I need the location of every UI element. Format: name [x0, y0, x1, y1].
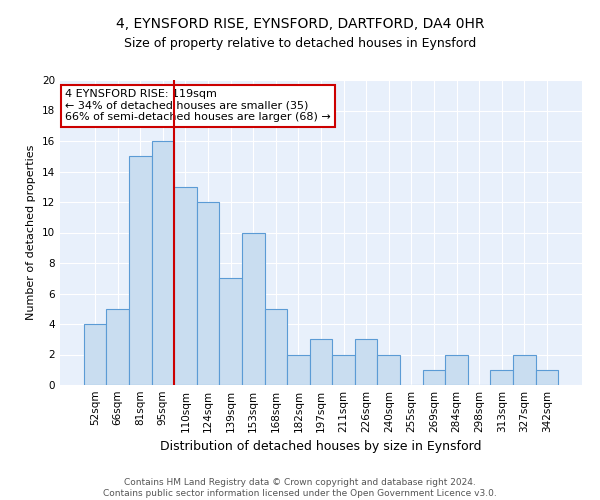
Bar [84, 324, 106, 385]
Bar [265, 308, 287, 385]
Bar [490, 370, 513, 385]
Bar [106, 308, 129, 385]
X-axis label: Distribution of detached houses by size in Eynsford: Distribution of detached houses by size … [160, 440, 482, 454]
Text: 4 EYNSFORD RISE: 119sqm
← 34% of detached houses are smaller (35)
66% of semi-de: 4 EYNSFORD RISE: 119sqm ← 34% of detache… [65, 89, 331, 122]
Bar [152, 141, 174, 385]
Bar [377, 354, 400, 385]
Bar [310, 339, 332, 385]
Bar [445, 354, 468, 385]
Bar [287, 354, 310, 385]
Bar [220, 278, 242, 385]
Text: Size of property relative to detached houses in Eynsford: Size of property relative to detached ho… [124, 38, 476, 51]
Bar [513, 354, 536, 385]
Bar [174, 186, 197, 385]
Y-axis label: Number of detached properties: Number of detached properties [26, 145, 37, 320]
Text: 4, EYNSFORD RISE, EYNSFORD, DARTFORD, DA4 0HR: 4, EYNSFORD RISE, EYNSFORD, DARTFORD, DA… [116, 18, 484, 32]
Bar [129, 156, 152, 385]
Bar [422, 370, 445, 385]
Bar [536, 370, 558, 385]
Bar [332, 354, 355, 385]
Bar [197, 202, 220, 385]
Bar [242, 232, 265, 385]
Bar [355, 339, 377, 385]
Text: Contains HM Land Registry data © Crown copyright and database right 2024.
Contai: Contains HM Land Registry data © Crown c… [103, 478, 497, 498]
